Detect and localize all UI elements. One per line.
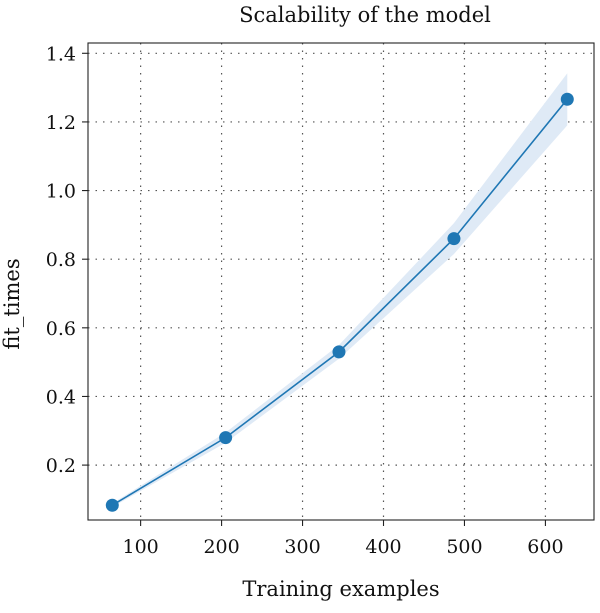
data-point: [447, 232, 461, 246]
x-tick-label: 300: [284, 536, 320, 558]
y-tick-label: 1.0: [46, 181, 76, 203]
y-axis-label: fit_times: [0, 258, 24, 350]
y-tick-label: 0.8: [46, 249, 76, 271]
series-line: [111, 98, 568, 506]
x-tick-label: 400: [365, 536, 401, 558]
chart-title: Scalability of the model: [239, 3, 491, 27]
y-axis-ticks: 0.2 0.4 0.6 0.8 1.0 1.2 1.4: [46, 43, 88, 477]
y-tick-label: 0.2: [46, 455, 76, 477]
y-tick-label: 0.4: [46, 386, 76, 408]
grid-lines: [88, 43, 594, 520]
x-tick-label: 100: [122, 536, 158, 558]
y-tick-label: 1.2: [46, 112, 76, 134]
data-points: [105, 92, 574, 512]
x-tick-label: 500: [446, 536, 482, 558]
x-axis-label: Training examples: [242, 577, 440, 601]
confidence-band: [112, 73, 568, 507]
y-tick-label: 0.6: [46, 318, 76, 340]
plot-frame: [87, 42, 595, 521]
data-point: [219, 431, 233, 445]
x-tick-label: 600: [527, 536, 563, 558]
x-axis-ticks: 100 200 300 400 500 600: [122, 520, 564, 558]
data-point: [560, 92, 574, 106]
data-point: [105, 498, 119, 512]
x-tick-label: 200: [203, 536, 239, 558]
data-point: [332, 345, 346, 359]
y-tick-label: 1.4: [46, 43, 76, 65]
